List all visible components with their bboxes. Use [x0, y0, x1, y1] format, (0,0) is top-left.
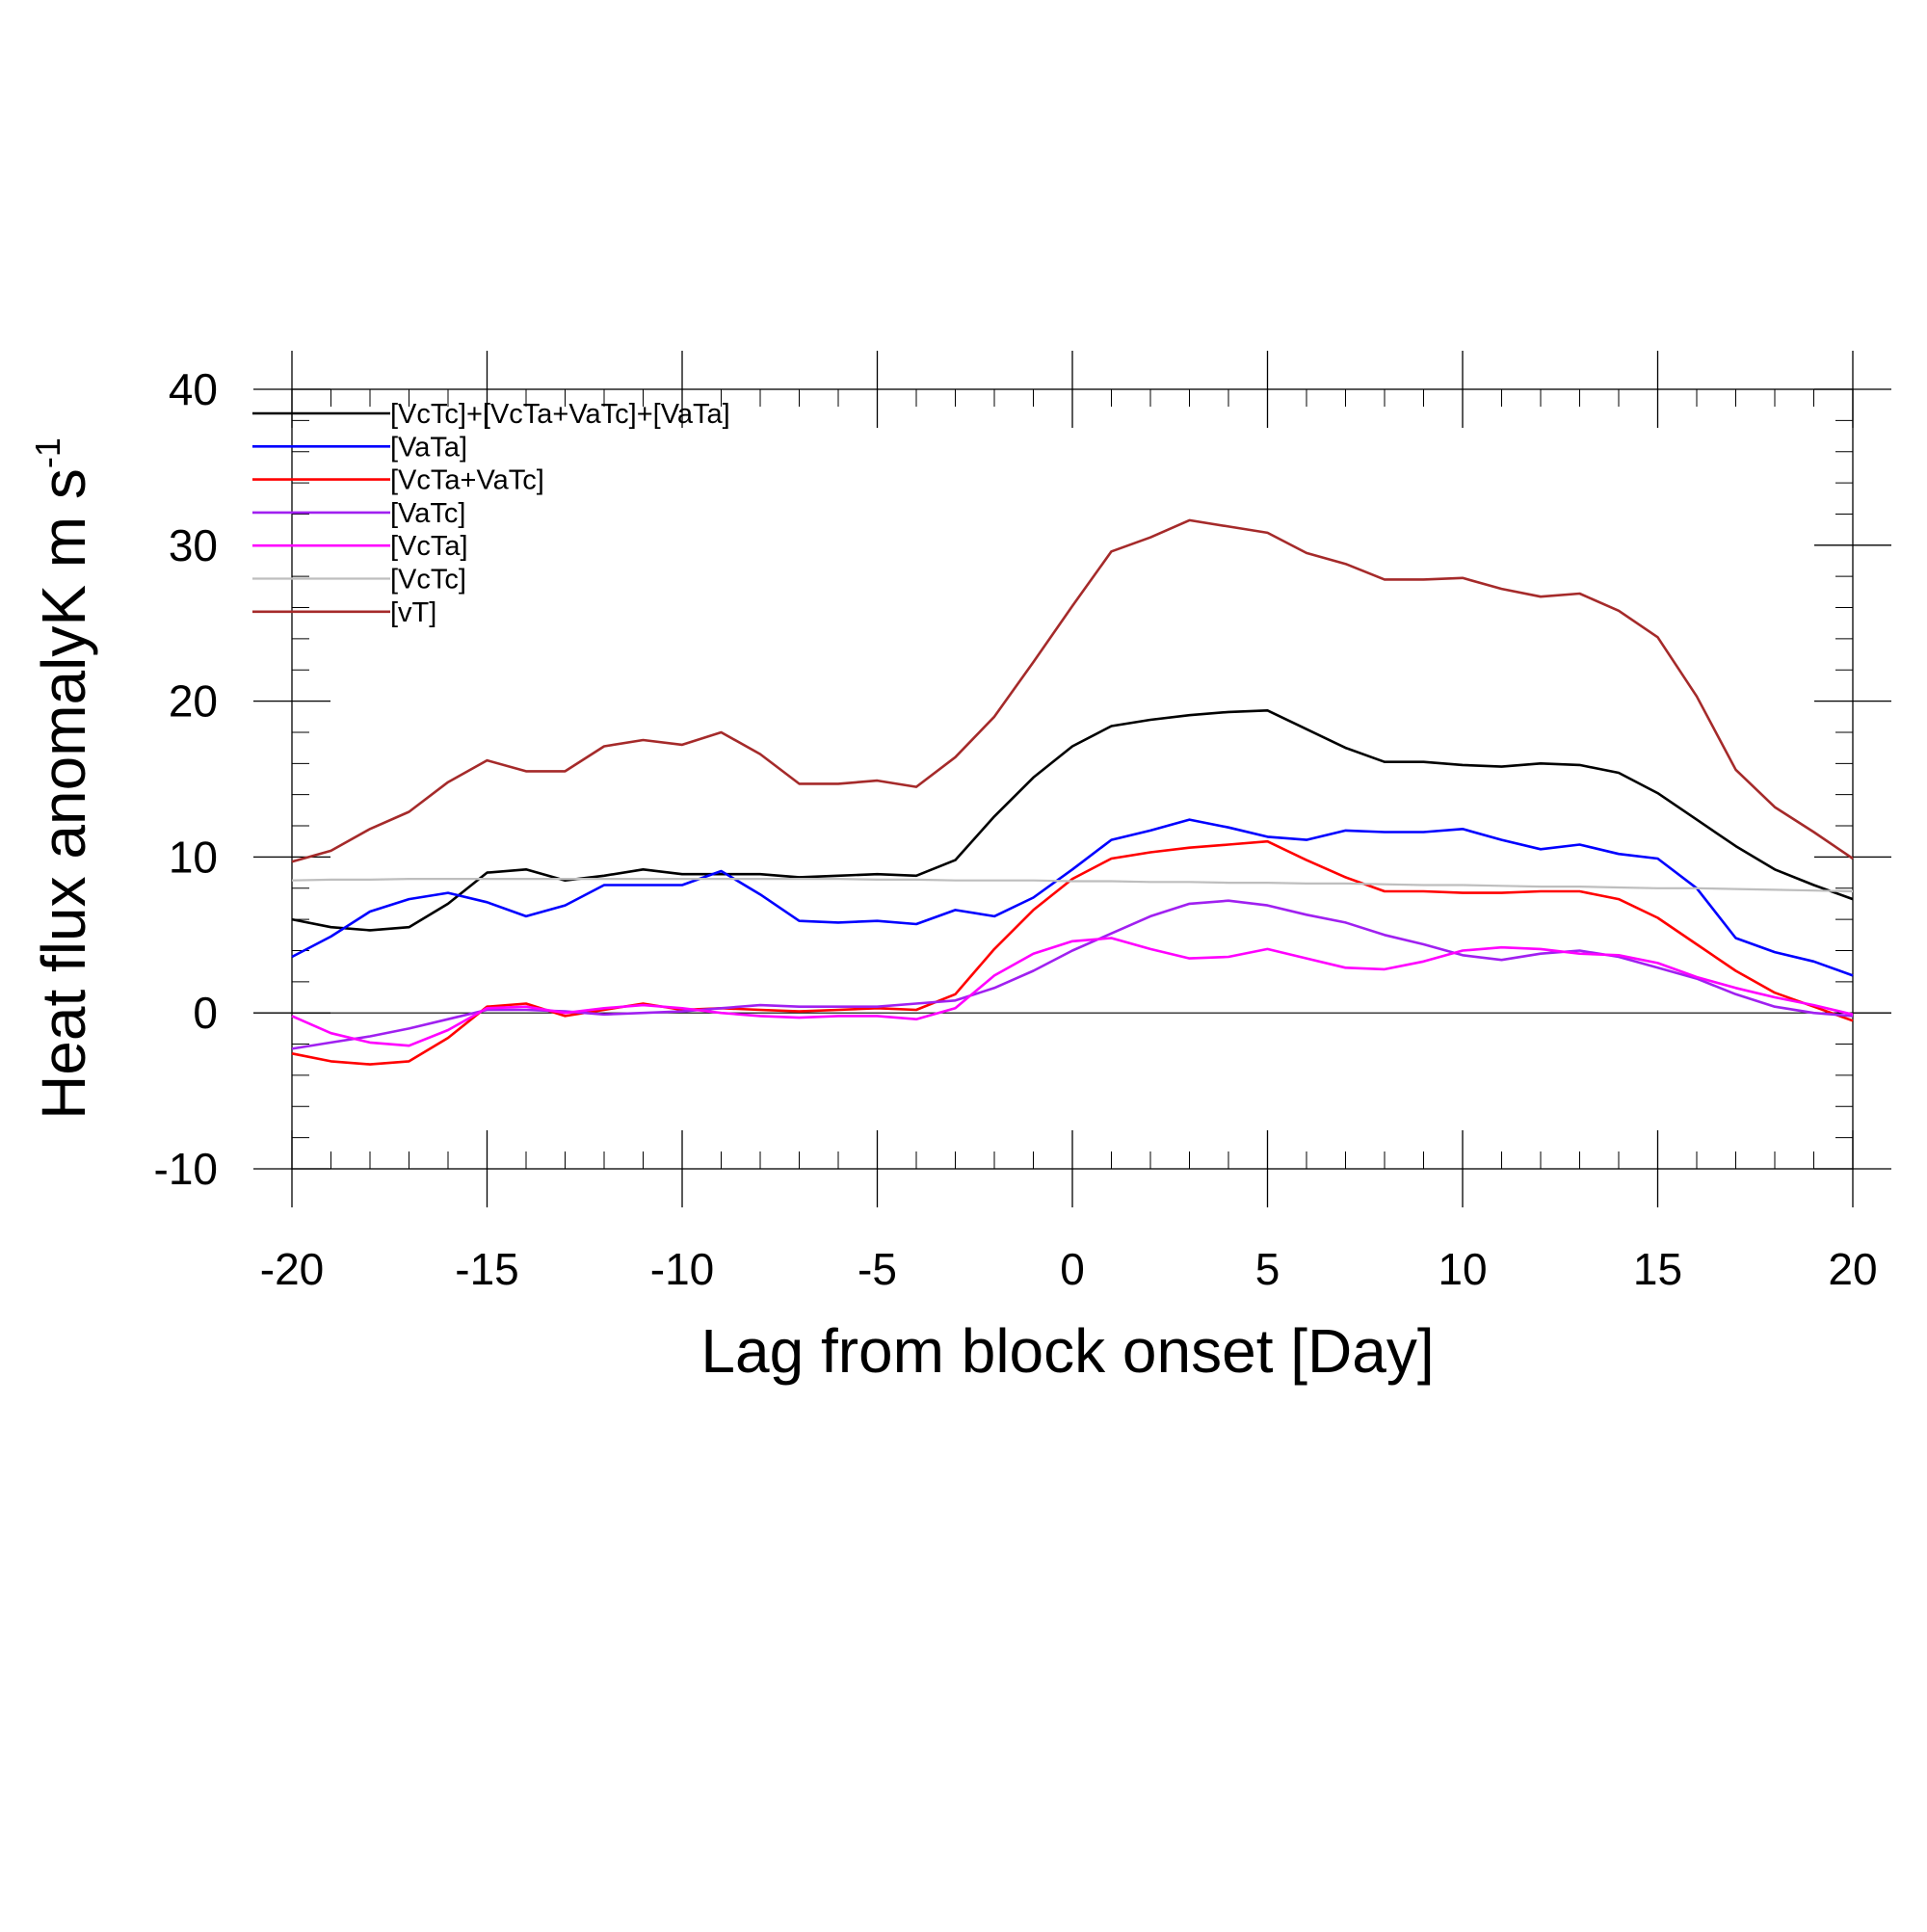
legend-label: [VaTc]: [390, 498, 465, 529]
y-tick-label: 20: [169, 676, 218, 727]
series-lines: [291, 518, 1854, 1066]
x-tick-label: -5: [858, 1244, 897, 1294]
x-tick-label: -10: [650, 1244, 714, 1294]
x-tick-label: 10: [1438, 1244, 1487, 1294]
x-tick-label: 15: [1633, 1244, 1682, 1294]
series-line: [291, 877, 1854, 893]
y-axis-title-superscript: -1: [28, 437, 67, 468]
y-tick-label: 40: [169, 364, 218, 414]
series-line: [291, 937, 1854, 1047]
y-axis-title: Heat flux anomalyK m s-1: [28, 437, 98, 1120]
legend-label: [VaTa]: [390, 432, 467, 463]
series-line: [291, 708, 1854, 932]
legend-label: [VcTc]+[VcTa+VaTc]+[VaTa]: [390, 399, 730, 430]
y-tick-label: 10: [169, 832, 218, 882]
series-line: [291, 518, 1854, 863]
series-line: [291, 818, 1854, 977]
x-axis-title: Lag from block onset [Day]: [700, 1316, 1434, 1386]
y-tick-label: 30: [169, 520, 218, 570]
y-axis-title-text: Heat flux anomalyK m s: [29, 468, 98, 1120]
y-tick-label: 0: [193, 988, 218, 1038]
axes: -20 -15 -10 -5 0 5 10 15 20 -10 0 10 20 30 40: [154, 351, 1891, 1294]
x-tick-label: -15: [455, 1244, 518, 1294]
x-tick-label: 20: [1828, 1244, 1877, 1294]
x-tick-label: 5: [1255, 1244, 1280, 1294]
legend-label: [vT]: [390, 597, 436, 628]
x-tick-label: 0: [1060, 1244, 1085, 1294]
legend-label: [VcTa]: [390, 531, 468, 562]
legend-label: [VcTa+VaTc]: [390, 465, 544, 496]
legend-label: [VcTc]: [390, 565, 466, 595]
legend: [VcTc]+[VcTa+VaTc]+[VaTa][VaTa][VcTa+VaT…: [252, 399, 730, 628]
y-tick-label: -10: [154, 1144, 218, 1194]
x-tick-label: -20: [260, 1244, 324, 1294]
